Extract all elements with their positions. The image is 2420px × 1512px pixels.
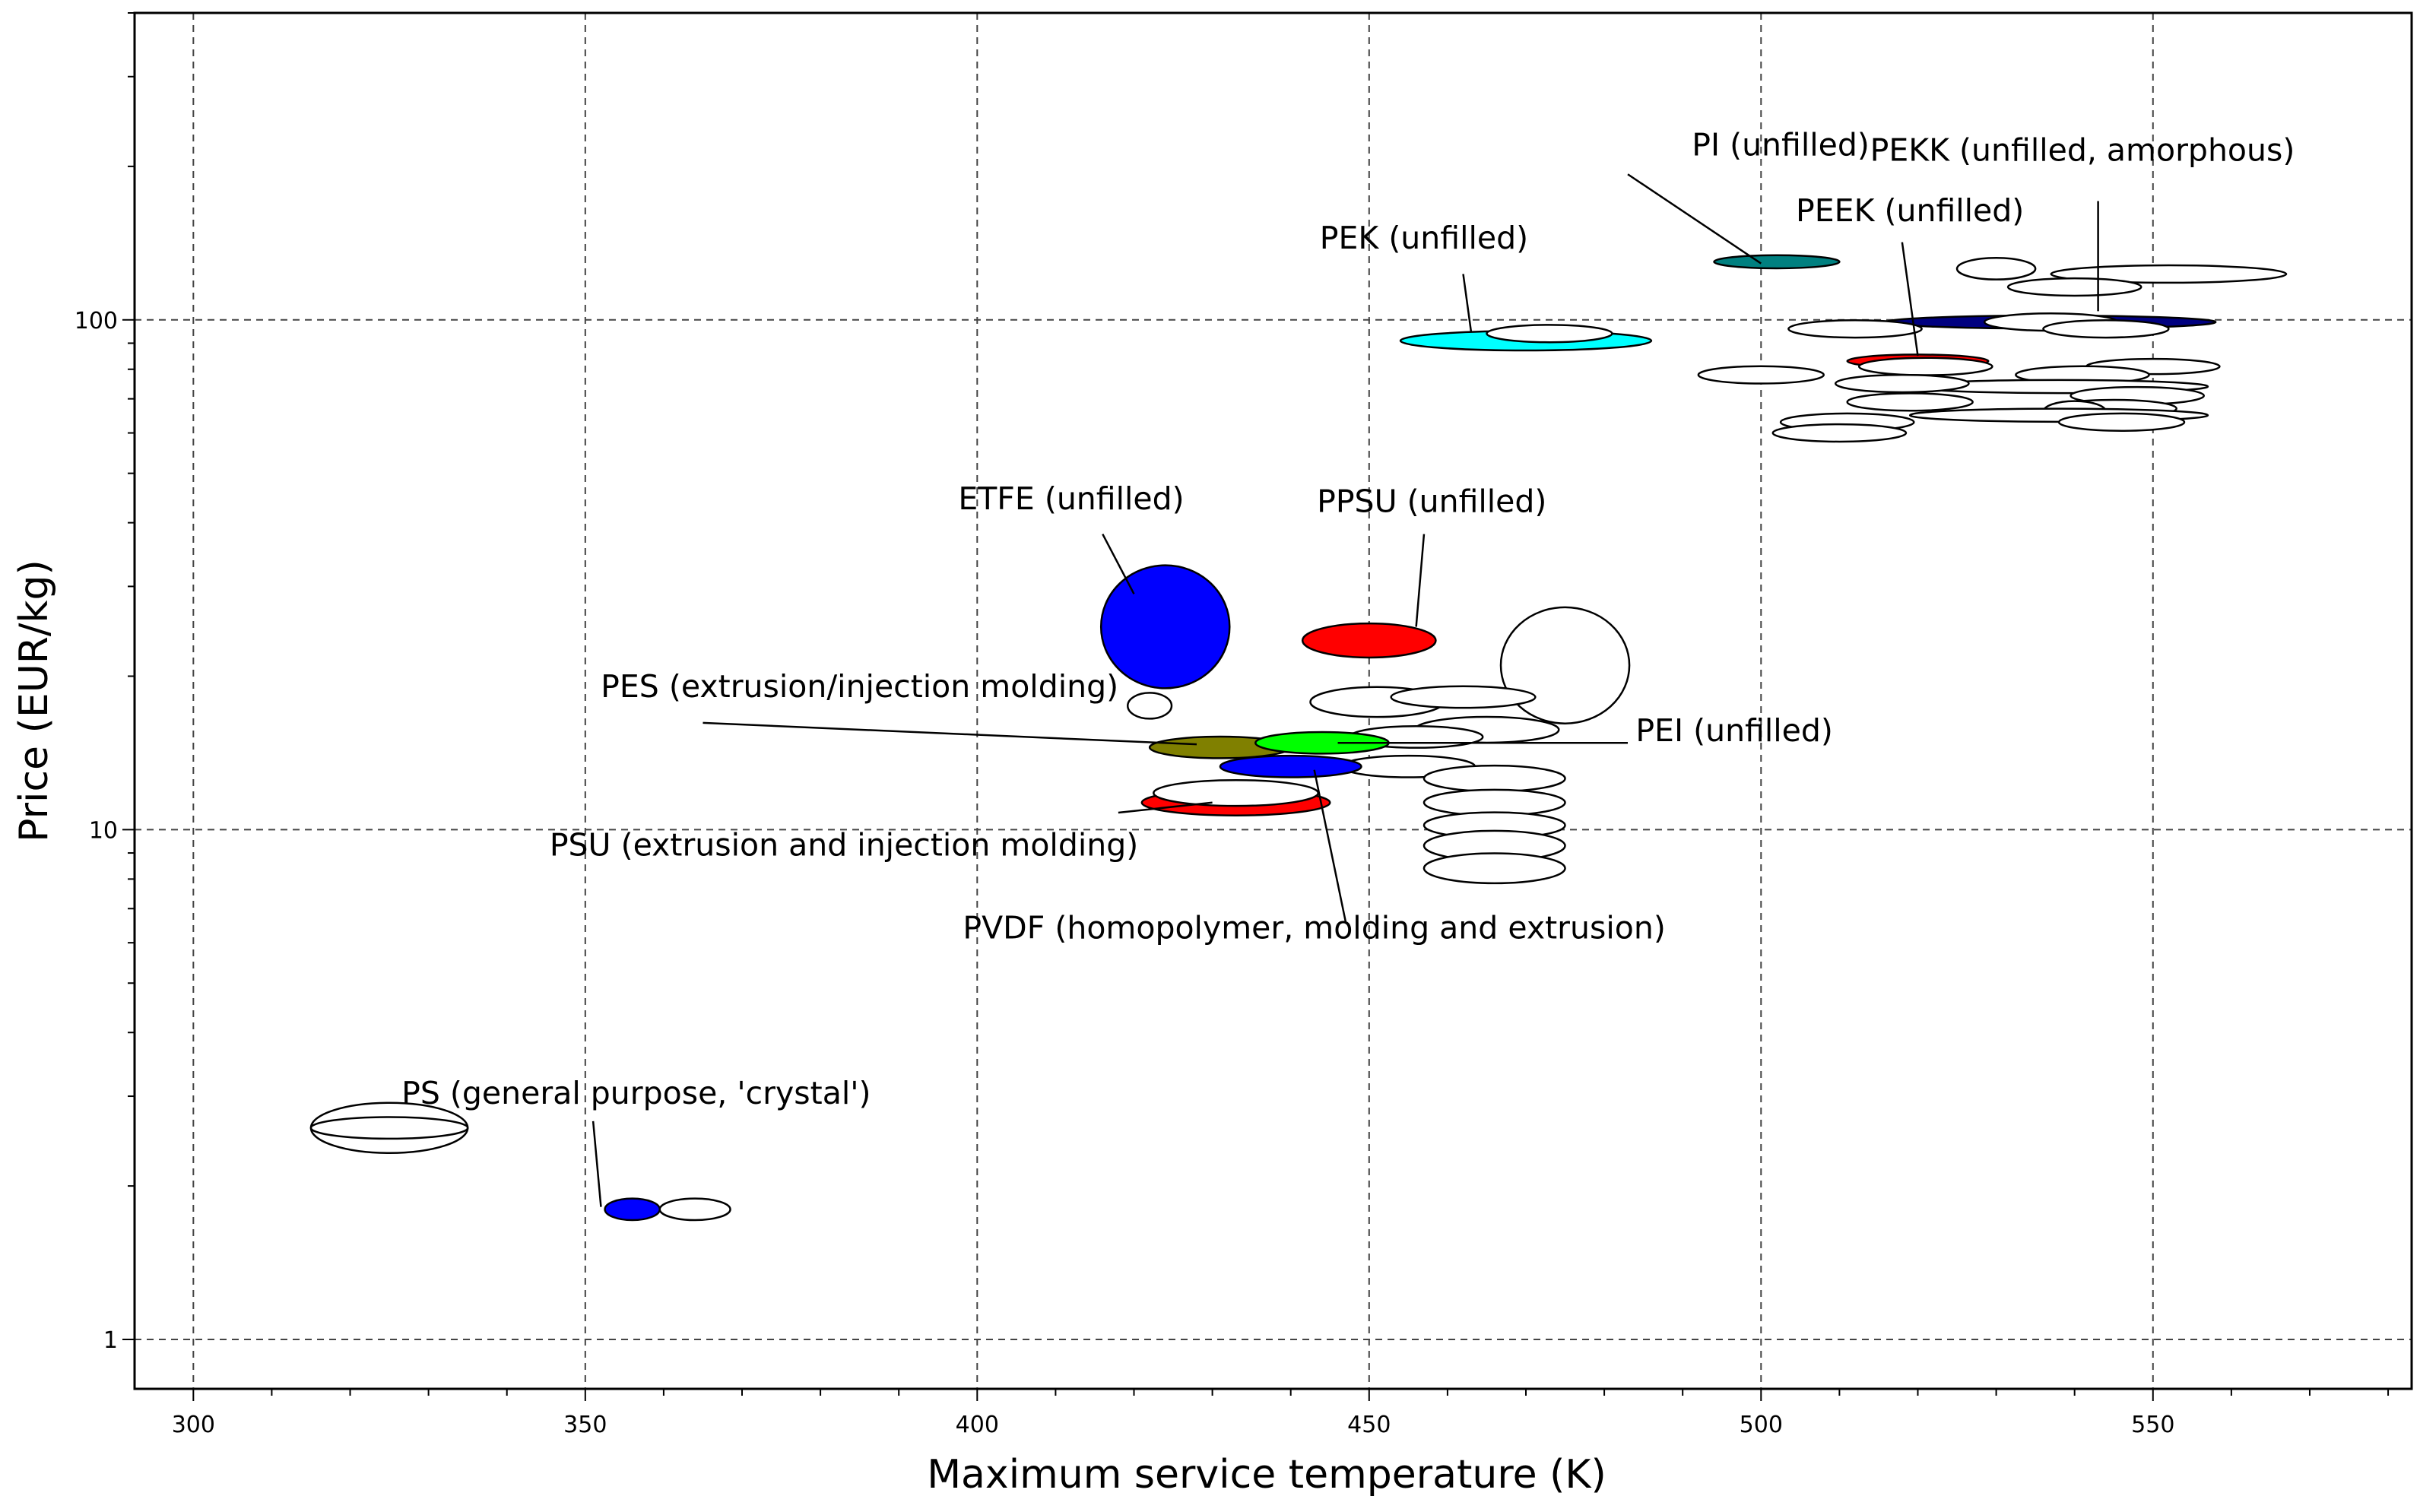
annotation-label: PEI (unfilled) bbox=[1635, 712, 1833, 749]
bubble bbox=[1787, 319, 1923, 339]
leader-line bbox=[1415, 534, 1426, 627]
bubble bbox=[2042, 319, 2170, 339]
y-axis-title: Price (EUR/kg) bbox=[11, 559, 57, 842]
bubble bbox=[1390, 685, 1537, 709]
bubble bbox=[1423, 852, 1566, 885]
leader-line bbox=[1313, 769, 1347, 922]
annotation-label: PI (unfilled) bbox=[1692, 127, 1870, 163]
bubble bbox=[1127, 692, 1173, 720]
annotation-label: PS (general purpose, 'crystal') bbox=[401, 1075, 871, 1111]
leader-line bbox=[1118, 801, 1213, 814]
bubble-pi-unfilled bbox=[1713, 254, 1841, 270]
bubble bbox=[2050, 264, 2288, 284]
annotation-label: PEKK (unfilled, amorphous) bbox=[1870, 132, 2295, 169]
bubble bbox=[1423, 764, 1566, 793]
annotation-label: PPSU (unfilled) bbox=[1317, 483, 1546, 519]
annotation-label: PES (extrusion/injection molding) bbox=[601, 668, 1118, 705]
leader-line bbox=[592, 1121, 602, 1207]
bubble-ps-general-purpose-crystal bbox=[604, 1197, 661, 1222]
annotation-label: PEK (unfilled) bbox=[1320, 220, 1528, 256]
bubble bbox=[1955, 256, 2037, 281]
x-tick-label: 300 bbox=[172, 1412, 215, 1438]
y-tick-label: 10 bbox=[89, 817, 118, 844]
leader-lines bbox=[592, 173, 2099, 1207]
bubble bbox=[658, 1197, 731, 1222]
bubble bbox=[1153, 778, 1320, 807]
leader-line bbox=[1901, 242, 1919, 357]
leader-line bbox=[703, 721, 1197, 746]
gridlines bbox=[135, 13, 2412, 1389]
x-tick-label: 500 bbox=[1740, 1412, 1783, 1438]
bubble bbox=[1771, 423, 1908, 443]
y-tick-label: 100 bbox=[75, 308, 118, 334]
bubble bbox=[2006, 277, 2142, 297]
annotation-label: PEEK (unfilled) bbox=[1796, 192, 2024, 229]
leader-line bbox=[1627, 173, 1762, 265]
bubble bbox=[2057, 412, 2186, 432]
annotation-label: PSU (extrusion and injection molding) bbox=[550, 826, 1138, 863]
x-tick-label: 400 bbox=[956, 1412, 999, 1438]
annotation-label: PVDF (homopolymer, molding and extrusion… bbox=[963, 909, 1665, 946]
y-tick-label: 1 bbox=[103, 1327, 118, 1354]
x-tick-label: 450 bbox=[1347, 1412, 1391, 1438]
leader-line bbox=[1462, 274, 1473, 331]
bubble bbox=[1697, 365, 1825, 385]
plot-frame bbox=[133, 11, 2413, 1390]
x-axis-title: Maximum service temperature (K) bbox=[927, 1452, 1606, 1498]
leader-line bbox=[1102, 533, 1135, 594]
annotation-label: ETFE (unfilled) bbox=[958, 480, 1184, 517]
bubble-ppsu-unfilled bbox=[1301, 622, 1437, 659]
bubble-pvdf-homopolymer-molding-and-extrusion bbox=[1219, 754, 1362, 778]
bubble bbox=[1486, 324, 1613, 344]
bubble bbox=[1834, 373, 1970, 394]
bubble bbox=[1857, 357, 1993, 376]
bubbles bbox=[309, 254, 2288, 1222]
bubble bbox=[1499, 606, 1631, 724]
bubble-etfe-unfilled bbox=[1099, 564, 1231, 689]
x-tick-label: 550 bbox=[2131, 1412, 2174, 1438]
bubble bbox=[1846, 392, 1974, 412]
x-tick-label: 350 bbox=[563, 1412, 607, 1438]
axes-ticks: 300 350 400 450 500 550 1 10 100 bbox=[75, 12, 2390, 1438]
bubble bbox=[309, 1116, 469, 1140]
annotations: PI (unfilled) PEKK (unfilled, amorphous) P… bbox=[401, 127, 2295, 1111]
